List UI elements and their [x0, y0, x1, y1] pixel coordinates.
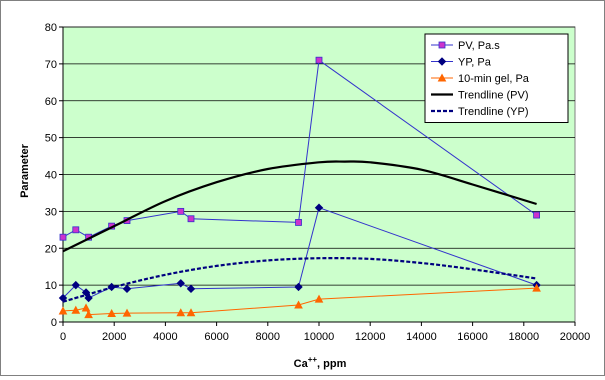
y-tick-label: 80: [45, 22, 57, 34]
y-tick-label: 30: [45, 206, 57, 218]
data-point-yp-pa: [176, 279, 185, 288]
legend: PV, Pa.s YP, Pa 10-min gel, Pa Trendline (P…: [424, 33, 569, 123]
legend-box: [424, 33, 569, 123]
series-trendline-pv: [62, 160, 537, 253]
x-axis-title-suffix: , ppm: [317, 358, 347, 370]
data-point-10-min-gel-pa: [71, 305, 81, 314]
legend-item-trendline-yp: Trendline (YP): [431, 106, 529, 118]
legend-swatch-marker: [437, 73, 447, 82]
legend-item-pv-pa-s: PV, Pa.s: [431, 40, 500, 52]
y-axis-title: Parameter: [19, 143, 31, 198]
x-tick-label: 20000: [560, 331, 591, 343]
data-point-yp-pa: [84, 293, 93, 303]
legend-label: PV, Pa.s: [458, 40, 500, 52]
x-tick-label: 8000: [256, 331, 280, 343]
data-point-10-min-gel-pa: [107, 308, 116, 318]
data-point-pv-pa-s: [533, 211, 540, 219]
series-trendline-yp: [62, 257, 537, 303]
legend-label: Trendline (YP): [458, 106, 529, 118]
x-tick-label: 2000: [102, 331, 126, 343]
data-point-yp-pa: [294, 282, 303, 292]
legend-swatch-marker: [437, 57, 447, 66]
data-point-10-min-gel-pa: [186, 308, 196, 317]
series-line-trendline-pv: [62, 160, 537, 253]
series-line-trendline-yp: [62, 257, 537, 303]
data-point-10-min-gel-pa: [176, 308, 186, 317]
series-line-pv-pa-s: [62, 59, 537, 238]
x-tick-label: 6000: [204, 331, 228, 343]
series-10-min-gel-pa: [58, 283, 541, 319]
legend-label: 10-min gel, Pa: [458, 73, 530, 85]
data-point-yp-pa: [71, 280, 81, 290]
x-axis-title: Ca++, ppm: [294, 355, 347, 370]
legend-label: YP, Pa: [458, 57, 492, 69]
x-tick-label: 14000: [406, 331, 437, 343]
legend-item-yp-pa: YP, Pa: [431, 57, 492, 69]
legend-swatch-marker: [438, 41, 446, 49]
y-tick-label: 60: [45, 96, 57, 108]
data-point-10-min-gel-pa: [122, 308, 132, 317]
legend-item-trendline-pv: Trendline (PV): [431, 90, 529, 102]
data-point-pv-pa-s: [315, 56, 323, 64]
x-tick-label: 16000: [457, 331, 488, 343]
x-tick-label: 10000: [304, 331, 335, 343]
x-tick-label: 18000: [509, 331, 540, 343]
data-point-yp-pa: [122, 284, 132, 294]
data-point-10-min-gel-pa: [294, 300, 303, 309]
data-point-yp-pa: [314, 203, 324, 212]
axes: 0 10 20 30 40 50 60 70 80 0 2000 4000 6000 8000 10000 1…: [45, 22, 591, 343]
data-point-pv-pa-s: [295, 219, 302, 226]
x-tick-label: 4000: [153, 331, 177, 343]
legend-item-10-min-gel-pa: 10-min gel, Pa: [431, 73, 530, 85]
data-point-10-min-gel-pa: [58, 306, 68, 315]
data-point-pv-pa-s: [72, 226, 80, 234]
data-point-pv-pa-s: [187, 215, 195, 223]
data-point-pv-pa-s: [177, 207, 185, 215]
x-axis-title-superscript: ++: [308, 355, 318, 364]
y-tick-label: 70: [45, 59, 57, 71]
data-point-10-min-gel-pa: [81, 303, 91, 312]
y-tick-label: 10: [45, 280, 57, 292]
x-axis-title-main: Ca: [294, 358, 309, 370]
x-tick-label: 0: [60, 331, 66, 343]
data-point-10-min-gel-pa: [84, 310, 93, 319]
y-tick-label: 0: [51, 317, 57, 329]
data-point-pv-pa-s: [59, 233, 67, 241]
data-point-yp-pa: [186, 284, 196, 294]
legend-label: Trendline (PV): [458, 90, 529, 102]
data-point-10-min-gel-pa: [314, 294, 324, 303]
series-group: [58, 56, 541, 319]
y-tick-label: 40: [45, 170, 57, 182]
x-tick-label: 12000: [355, 331, 386, 343]
data-point-10-min-gel-pa: [532, 283, 541, 292]
series-yp-pa: [58, 203, 541, 303]
y-tick-label: 20: [45, 243, 57, 255]
y-tick-label: 50: [45, 133, 57, 145]
